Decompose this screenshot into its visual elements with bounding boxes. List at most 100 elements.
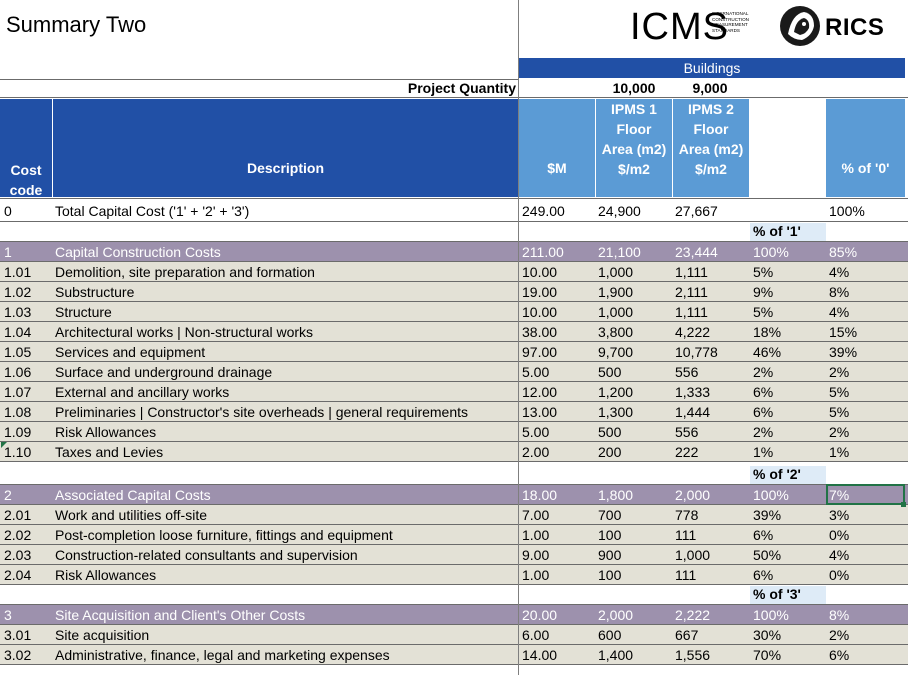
cell-ipms2-per-m2[interactable]: 2,222 [675, 607, 711, 623]
cell-ipms2-per-m2[interactable]: 222 [675, 444, 699, 460]
cell-pct0[interactable]: 0% [829, 527, 850, 543]
table-row[interactable]: 1.02 Substructure 19.00 1,900 2,111 9% 8% [0, 281, 908, 301]
cell-ipms2-per-m2[interactable]: 1,444 [675, 404, 711, 420]
table-row[interactable]: 1.03 Structure 10.00 1,000 1,111 5% 4% [0, 301, 908, 321]
cell-pct-section[interactable]: 46% [753, 344, 782, 360]
cell-pct0[interactable]: 3% [829, 507, 850, 523]
cell-ipms1-per-m2[interactable]: 500 [598, 364, 622, 380]
cell-code[interactable]: 1.04 [4, 324, 32, 340]
cell-pct-section[interactable]: 18% [753, 324, 782, 340]
table-row[interactable]: 2.03 Construction-related consultants and… [0, 544, 908, 564]
cell-m[interactable]: 249.00 [522, 203, 565, 219]
table-row[interactable]: 1.09 Risk Allowances 5.00 500 556 2% 2% [0, 421, 908, 441]
cell-ipms1-per-m2[interactable]: 3,800 [598, 324, 634, 340]
cell-pct-section[interactable]: 5% [753, 264, 774, 280]
cell-m[interactable]: 97.00 [522, 344, 558, 360]
table-row[interactable]: 2.01 Work and utilities off-site 7.00 700 77… [0, 504, 908, 524]
cell-code[interactable]: 2.02 [4, 527, 32, 543]
cell-description[interactable]: Surface and underground drainage [55, 364, 273, 380]
cell-pct0[interactable]: 4% [829, 304, 850, 320]
cell-ipms2-per-m2[interactable]: 1,111 [675, 304, 708, 320]
table-row[interactable]: 1.01 Demolition, site preparation and for… [0, 261, 908, 281]
cell-ipms1-per-m2[interactable]: 2,000 [598, 607, 634, 623]
cell-code[interactable]: 1.03 [4, 304, 32, 320]
cell-description[interactable]: Taxes and Levies [55, 444, 164, 460]
cell-description[interactable]: Associated Capital Costs [55, 487, 211, 503]
table-row[interactable]: 1.08 Preliminaries | Constructor's site o… [0, 401, 908, 421]
cell-description[interactable]: Risk Allowances [55, 424, 157, 440]
cell-pct0[interactable]: 2% [829, 364, 850, 380]
table-row[interactable]: 1.10 Taxes and Levies 2.00 200 222 1% 1% [0, 441, 908, 461]
cell-ipms2-per-m2[interactable]: 23,444 [675, 244, 718, 260]
cell-ipms1-per-m2[interactable]: 100 [598, 527, 622, 543]
cell-ipms2-per-m2[interactable]: 667 [675, 627, 699, 643]
cell-pct0[interactable]: 6% [829, 647, 850, 663]
cell-ipms2-per-m2[interactable]: 2,000 [675, 487, 711, 503]
cell-ipms1-per-m2[interactable]: 1,000 [598, 264, 634, 280]
cell-ipms2-per-m2[interactable]: 556 [675, 364, 699, 380]
cell-ipms2-per-m2[interactable]: 10,778 [675, 344, 718, 360]
cell-ipms1-per-m2[interactable]: 900 [598, 547, 622, 563]
cell-description[interactable]: Risk Allowances [55, 567, 157, 583]
cell-code[interactable]: 3.02 [4, 647, 32, 663]
cell-description[interactable]: Site acquisition [55, 627, 150, 643]
cell-pct0[interactable]: 7% [829, 487, 850, 503]
cell-m[interactable]: 2.00 [522, 444, 550, 460]
cell-ipms2-per-m2[interactable]: 1,000 [675, 547, 711, 563]
cell-pct-section[interactable]: 30% [753, 627, 782, 643]
cell-m[interactable]: 7.00 [522, 507, 550, 523]
cell-pct-section[interactable]: 1% [753, 444, 774, 460]
cell-pct-section[interactable]: 100% [753, 244, 789, 260]
table-row[interactable]: 3.02 Administrative, finance, legal and m… [0, 644, 908, 664]
table-row[interactable]: 3.01 Site acquisition 6.00 600 667 30% 2% [0, 624, 908, 644]
table-row[interactable]: 1.05 Services and equipment 97.00 9,700 10,7… [0, 341, 908, 361]
cell-description[interactable]: Capital Construction Costs [55, 244, 221, 260]
cell-m[interactable]: 9.00 [522, 547, 550, 563]
cell-description[interactable]: Services and equipment [55, 344, 206, 360]
cell-ipms2-per-m2[interactable]: 27,667 [675, 203, 718, 219]
cell-description[interactable]: External and ancillary works [55, 384, 230, 400]
cell-description[interactable]: Administrative, finance, legal and marke… [55, 647, 390, 663]
cell-pct0[interactable]: 39% [829, 344, 858, 360]
cell-ipms2-per-m2[interactable]: 2,111 [675, 284, 708, 300]
section-header-row[interactable]: 1 Capital Construction Costs 211.00 21,100 2… [0, 241, 908, 261]
table-row[interactable]: 1.06 Surface and underground drainage 5.00… [0, 361, 908, 381]
cell-m[interactable]: 18.00 [522, 487, 558, 503]
cell-pct0[interactable]: 15% [829, 324, 858, 340]
cell-ipms1-per-m2[interactable]: 1,800 [598, 487, 634, 503]
cell-m[interactable]: 38.00 [522, 324, 558, 340]
cell-description[interactable]: Post-completion loose furniture, fitting… [55, 527, 393, 543]
cell-ipms1-per-m2[interactable]: 1,200 [598, 384, 634, 400]
cell-description[interactable]: Substructure [55, 284, 135, 300]
cell-pct-section[interactable]: 100% [753, 607, 789, 623]
cell-pct0[interactable]: 100% [829, 203, 865, 219]
cell-ipms2-per-m2[interactable]: 111 [675, 567, 697, 583]
total-row[interactable]: 0 Total Capital Cost ('1' + '2' + '3') 249… [0, 201, 908, 221]
cell-pct-section[interactable]: 6% [753, 567, 774, 583]
cell-pct0[interactable]: 2% [829, 424, 850, 440]
selected-cell[interactable] [826, 484, 905, 505]
cell-m[interactable]: 6.00 [522, 627, 550, 643]
section-header-row[interactable]: 3 Site Acquisition and Client's Other Cos… [0, 604, 908, 624]
cell-ipms1-per-m2[interactable]: 21,100 [598, 244, 641, 260]
cell-m[interactable]: 13.00 [522, 404, 558, 420]
cell-pct-section[interactable]: 6% [753, 404, 774, 420]
cell-pct-section[interactable]: 6% [753, 527, 774, 543]
cell-code[interactable]: 1.09 [4, 424, 32, 440]
cell-m[interactable]: 14.00 [522, 647, 558, 663]
cell-pct-section[interactable]: 2% [753, 364, 774, 380]
table-row[interactable]: 2.04 Risk Allowances 1.00 100 111 6% 0% [0, 564, 908, 584]
cell-pct0[interactable]: 2% [829, 627, 850, 643]
cell-pct-section[interactable]: 2% [753, 424, 774, 440]
cell-code[interactable]: 1.05 [4, 344, 32, 360]
cell-m[interactable]: 12.00 [522, 384, 558, 400]
cell-code[interactable]: 1.06 [4, 364, 32, 380]
cell-ipms1-per-m2[interactable]: 1,900 [598, 284, 634, 300]
cell-description[interactable]: Demolition, site preparation and formati… [55, 264, 315, 280]
section-header-row[interactable]: 2 Associated Capital Costs 18.00 1,800 2,000… [0, 484, 908, 504]
cell-ipms2-per-m2[interactable]: 556 [675, 424, 699, 440]
cell-description[interactable]: Architectural works | Non-structural wor… [55, 324, 314, 340]
cell-m[interactable]: 20.00 [522, 607, 558, 623]
cell-ipms2-per-m2[interactable]: 1,333 [675, 384, 711, 400]
cell-pct-section[interactable]: 9% [753, 284, 774, 300]
